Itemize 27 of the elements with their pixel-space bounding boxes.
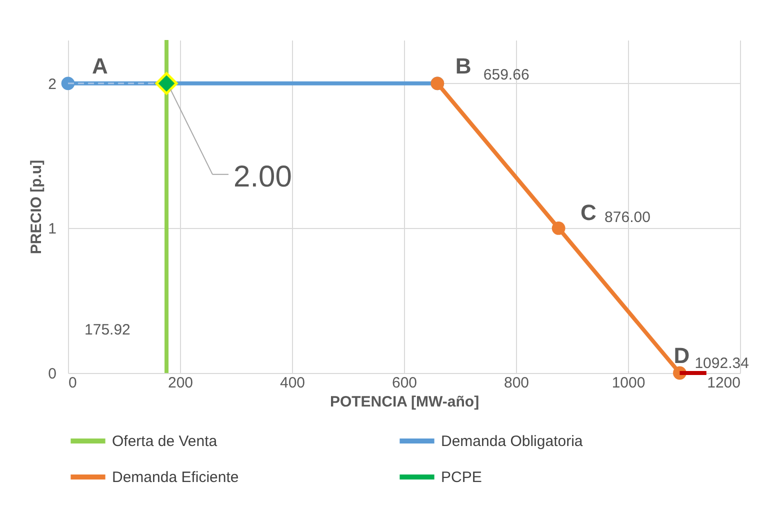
point xyxy=(552,222,566,235)
x-axis-title: POTENCIA [MW-año] xyxy=(330,394,480,410)
y-axis-title: PRECIO [p.u] xyxy=(28,160,46,254)
x-tick-label: 800 xyxy=(504,374,530,392)
annotation: 876.00 xyxy=(604,209,650,226)
x-tick-label: 0 xyxy=(68,374,77,392)
annotation: 2.00 xyxy=(234,160,292,194)
point xyxy=(61,76,75,90)
annotation: 1092.34 xyxy=(694,355,749,372)
x-tick-label: 600 xyxy=(392,374,418,392)
point xyxy=(155,72,178,95)
annotation: C xyxy=(580,200,597,226)
legend-label: PCPE xyxy=(441,469,482,486)
annotation: B xyxy=(455,53,472,78)
annotation: 659.66 xyxy=(483,66,530,84)
x-tick-label: 400 xyxy=(280,374,306,392)
y-tick-label: 1 xyxy=(48,220,56,238)
legend-label: Demanda Obligatoria xyxy=(441,433,584,450)
annotation: 175.92 xyxy=(84,322,130,339)
x-tick-label: 200 xyxy=(168,374,194,392)
x-tick-label: 1000 xyxy=(612,374,646,392)
legend-label: Demanda Eficiente xyxy=(112,469,239,486)
annotation: D xyxy=(674,343,690,368)
x-tick-label: 1200 xyxy=(707,374,740,392)
legend-label: Oferta de Venta xyxy=(112,433,218,450)
y-tick-label: 2 xyxy=(48,76,56,93)
annotation: A xyxy=(92,53,108,78)
